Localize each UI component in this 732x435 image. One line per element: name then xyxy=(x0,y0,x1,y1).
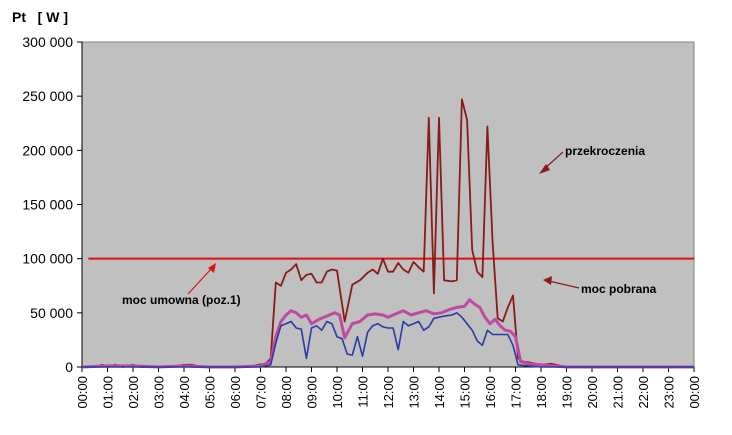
x-tick-label: 16:00 xyxy=(483,376,498,409)
y-tick-label: 250 000 xyxy=(22,88,73,104)
x-tick-label: 17:00 xyxy=(509,376,524,409)
x-tick-label: 01:00 xyxy=(101,376,116,409)
x-tick-label: 22:00 xyxy=(636,376,651,409)
y-tick-label: 100 000 xyxy=(22,251,73,267)
x-tick-label: 06:00 xyxy=(228,376,243,409)
arrowhead-przekroczenia xyxy=(539,164,550,174)
x-tick-label: 19:00 xyxy=(560,376,575,409)
arrow-moc-pobrana xyxy=(548,280,580,289)
arrow-moc-umowna xyxy=(187,267,213,295)
x-tick-label: 23:00 xyxy=(662,376,677,409)
x-tick-label: 00:00 xyxy=(75,376,90,409)
x-tick-label: 09:00 xyxy=(305,376,320,409)
x-tick-label: 08:00 xyxy=(279,376,294,409)
y-tick-label: 150 000 xyxy=(22,197,73,213)
x-tick-label: 11:00 xyxy=(356,376,371,408)
x-tick-label: 05:00 xyxy=(203,376,218,409)
x-tick-label: 14:00 xyxy=(432,376,447,409)
x-tick-label: 20:00 xyxy=(585,376,600,409)
plot-area xyxy=(81,41,695,368)
x-tick-label: 00:00 xyxy=(687,376,702,409)
annotation-moc-umowna: moc umowna (poz.1) xyxy=(122,293,241,307)
y-tick-label: 50 000 xyxy=(30,305,73,321)
x-tick-label: 02:00 xyxy=(126,376,141,409)
annotations: przekroczenia moc pobrana moc umowna (po… xyxy=(122,144,657,307)
x-axis: 00:00 01:00 02:00 03:00 04:00 05:00 06:00 07:00… xyxy=(75,366,702,409)
arrowhead-moc-umowna xyxy=(208,263,216,273)
x-tick-label: 04:00 xyxy=(177,376,192,409)
y-tick-label: 0 xyxy=(65,359,73,375)
y-tick-label: 200 000 xyxy=(22,142,73,158)
y-axis: 0 50 000 100 000 150 000 200 000 250 000 300 0… xyxy=(22,34,83,375)
x-tick-label: 13:00 xyxy=(407,376,422,409)
series-line-2 xyxy=(82,312,694,368)
x-tick-label: 18:00 xyxy=(534,376,549,409)
series-line-1 xyxy=(81,298,694,369)
annotation-przekroczenia: przekroczenia xyxy=(565,144,645,158)
x-tick-label: 10:00 xyxy=(330,376,345,409)
arrowhead-moc-pobrana xyxy=(543,276,552,285)
x-tick-label: 12:00 xyxy=(381,376,396,409)
y-tick-label: 300 000 xyxy=(22,34,73,50)
x-tick-label: 03:00 xyxy=(152,376,167,409)
annotation-moc-pobrana: moc pobrana xyxy=(581,282,657,296)
x-tick-label: 15:00 xyxy=(458,376,473,409)
y-axis-label: Pt [ W ] xyxy=(12,9,68,25)
x-tick-label: 21:00 xyxy=(611,376,626,409)
series-layer xyxy=(81,98,694,369)
x-tick-label: 07:00 xyxy=(254,376,269,409)
